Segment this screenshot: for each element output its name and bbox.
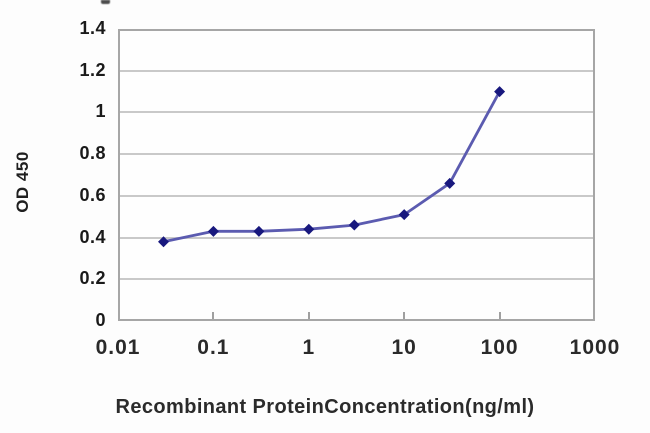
gridline: [120, 236, 593, 239]
cropped-artifact-mark: [101, 0, 110, 4]
x-tick-label: 10: [391, 336, 417, 359]
plot-area: [118, 29, 595, 321]
y-tick-label: 0.8: [79, 143, 106, 164]
data-point-marker: [158, 236, 170, 248]
x-tick-mark: [212, 312, 215, 319]
y-tick-label: 0: [95, 310, 106, 330]
gridline: [120, 69, 593, 72]
line-series: [158, 86, 506, 248]
data-point-marker: [444, 177, 456, 189]
series-line: [163, 90, 501, 244]
data-point-marker: [494, 86, 506, 98]
x-axis-title: Recombinant ProteinConcentration(ng/ml): [115, 396, 535, 418]
y-tick-label: 0.2: [79, 268, 106, 289]
data-point-marker: [253, 225, 265, 237]
x-tick-label: 0.01: [95, 336, 141, 359]
y-tick-label: 0.6: [79, 184, 106, 205]
x-tick-mark: [307, 312, 310, 319]
gridline: [120, 111, 593, 114]
y-tick-label: 1: [95, 101, 106, 122]
x-tick-label: 1000: [569, 336, 621, 359]
x-tick-label: 0.1: [197, 336, 230, 359]
x-tick-mark: [498, 312, 501, 319]
y-tick-label: 0.4: [79, 226, 106, 247]
data-point-marker: [398, 209, 410, 221]
gridline: [120, 194, 593, 197]
y-tick-label: 1.2: [79, 59, 106, 80]
x-tick-mark: [403, 312, 406, 319]
data-point-marker: [348, 219, 360, 231]
x-tick-label: 1: [302, 336, 316, 359]
y-tick-label: 1.4: [79, 18, 106, 38]
gridline: [120, 278, 593, 281]
gridline: [120, 153, 593, 156]
data-point-marker: [207, 225, 219, 237]
x-tick-label: 100: [480, 336, 519, 359]
data-point-marker: [303, 223, 315, 235]
